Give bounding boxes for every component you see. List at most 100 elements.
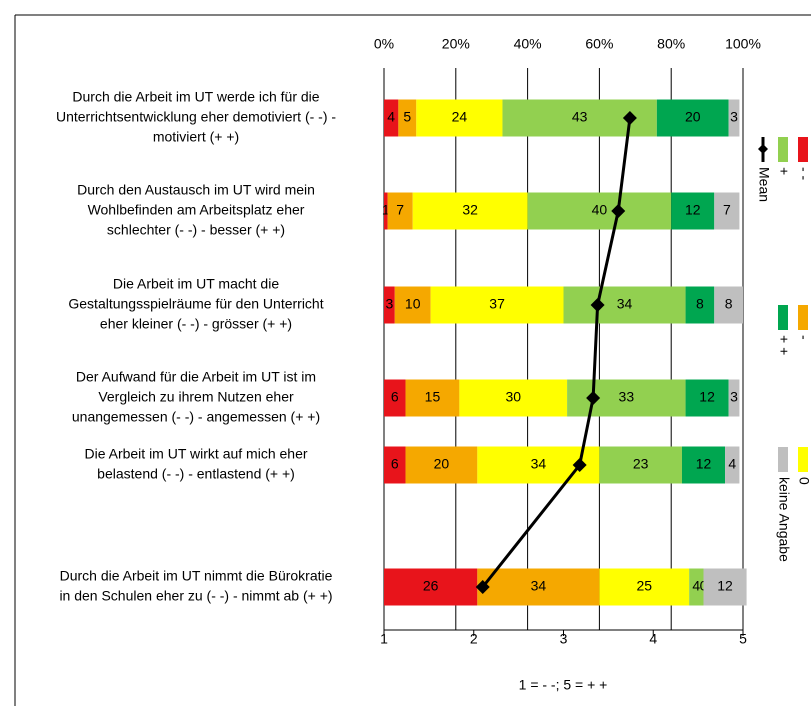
bar-segment	[728, 99, 740, 137]
bar-segment	[412, 192, 528, 230]
bar-segment	[599, 568, 690, 606]
category-label: Die Arbeit im UT macht die	[113, 276, 279, 292]
legend-label: - -	[796, 167, 811, 181]
bar-segment	[384, 446, 406, 484]
x-tick-label: 60%	[585, 36, 613, 52]
category-label: Der Aufwand für die Arbeit im UT ist im	[76, 369, 316, 385]
category-label: Durch die Arbeit im UT nimmt die Bürokra…	[60, 568, 333, 584]
data-label: 25	[636, 578, 652, 594]
legend-swatch	[778, 305, 788, 330]
mean-marker	[572, 458, 587, 472]
legend-swatch	[798, 305, 808, 330]
data-label: 24	[452, 109, 468, 125]
legend-swatch	[778, 447, 788, 472]
data-label: 12	[699, 389, 715, 405]
bar-segment	[599, 446, 682, 484]
bar-segment	[405, 446, 478, 484]
data-label: 8	[696, 296, 704, 312]
category-label: Die Arbeit im UT wirkt auf mich eher	[84, 446, 307, 462]
bar-segment	[681, 446, 726, 484]
data-label: 12	[685, 202, 701, 218]
bar-segment	[430, 286, 564, 324]
legend-label: keine Angabe	[776, 477, 792, 562]
bar-segment	[477, 568, 600, 606]
data-label: 40	[592, 202, 608, 218]
x-tick-label: 0%	[374, 36, 394, 52]
bar-segment	[384, 99, 399, 137]
category-label: Durch die Arbeit im UT werde ich für die	[72, 89, 319, 105]
data-label: 4	[728, 456, 736, 472]
category-label: Vergleich zu ihrem Nutzen eher	[98, 389, 294, 405]
legend-swatch	[798, 137, 808, 162]
bar-segment	[714, 286, 743, 324]
data-label: 12	[696, 456, 712, 472]
bar-segment	[685, 379, 729, 417]
data-label: 34	[531, 578, 547, 594]
bar-segment	[405, 379, 460, 417]
bar-segment	[416, 99, 503, 137]
bar-segment	[394, 286, 431, 324]
data-label: 3	[385, 296, 393, 312]
data-label: 15	[425, 389, 441, 405]
legend-label: + +	[776, 335, 792, 355]
data-label: 43	[572, 109, 588, 125]
x2-tick-label: 5	[739, 631, 747, 647]
x2-tick-label: 4	[649, 631, 657, 647]
data-label: 6	[391, 389, 399, 405]
x-tick-label: 20%	[442, 36, 470, 52]
bar-segment	[398, 99, 417, 137]
bar-segment	[527, 192, 672, 230]
bar-segment	[725, 446, 740, 484]
bar-segment	[671, 192, 715, 230]
category-label: in den Schulen eher zu (- -) - nimmt ab …	[59, 588, 332, 604]
category-label: Unterrichtsentwicklung eher demotiviert …	[56, 109, 336, 125]
bar-segment	[703, 568, 747, 606]
data-label: 5	[403, 109, 411, 125]
category-label: Durch den Austausch im UT wird mein	[77, 182, 315, 198]
category-label: belastend (- -) - entlastend (+ +)	[97, 466, 295, 482]
category-label: unangemessen (- -) - angemessen (+ +)	[72, 409, 320, 425]
x2-tick-label: 3	[560, 631, 568, 647]
x2-tick-label: 2	[470, 631, 478, 647]
bar-segment	[714, 192, 740, 230]
data-label: 12	[717, 578, 733, 594]
mean-marker	[611, 204, 626, 218]
data-label: 10	[405, 296, 421, 312]
bar-segment	[384, 192, 388, 230]
data-label: 34	[531, 456, 547, 472]
data-label: 33	[619, 389, 635, 405]
bar-segment	[728, 379, 740, 417]
data-label: 3	[730, 389, 738, 405]
mean-marker	[586, 391, 601, 405]
x-tick-label: 80%	[657, 36, 685, 52]
category-label: Wohlbefinden am Arbeitsplatz eher	[88, 202, 305, 218]
mean-marker	[475, 580, 490, 594]
data-label: 26	[423, 578, 439, 594]
legend-label: +	[776, 167, 792, 175]
data-label: 34	[617, 296, 633, 312]
mean-marker	[622, 111, 637, 125]
bar-segment	[384, 379, 406, 417]
data-label: 32	[462, 202, 478, 218]
bar-segment	[563, 286, 686, 324]
legend-swatch	[778, 137, 788, 162]
category-label: motiviert (+ +)	[153, 129, 239, 145]
data-label: 3	[730, 109, 738, 125]
data-label: 4	[692, 578, 700, 594]
legend-label: -	[796, 335, 811, 340]
data-label: 30	[505, 389, 521, 405]
data-label: 20	[685, 109, 701, 125]
bar-segment	[459, 379, 568, 417]
bar-segment	[384, 286, 395, 324]
data-label: 7	[723, 202, 731, 218]
bar-segment	[685, 286, 715, 324]
bar-segment	[656, 99, 729, 137]
x-tick-label: 40%	[514, 36, 542, 52]
data-label: 7	[396, 202, 404, 218]
x2-tick-label: 1	[380, 631, 388, 647]
mean-marker	[590, 298, 605, 312]
category-label: eher kleiner (- -) - grösser (+ +)	[100, 316, 292, 332]
bar-segment	[387, 192, 413, 230]
category-label: Gestaltungsspielräume für den Unterricht	[68, 296, 323, 312]
